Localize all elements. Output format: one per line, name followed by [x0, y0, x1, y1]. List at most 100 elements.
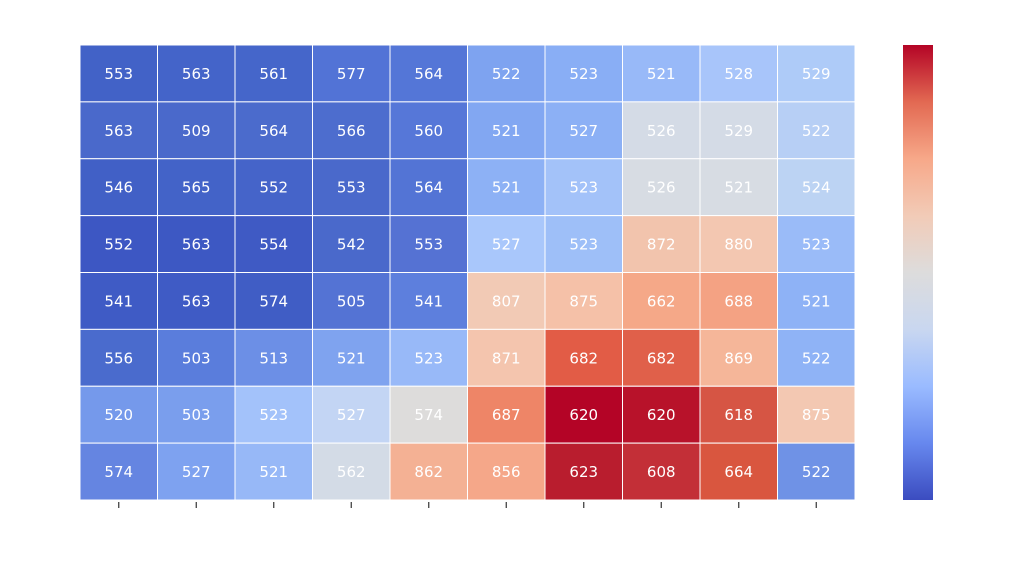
cell-label: 526: [647, 122, 676, 140]
cell-label: 682: [647, 349, 676, 367]
cell-label: 871: [492, 349, 521, 367]
heatmap-cell: [699, 385, 778, 444]
heatmap-cell: [622, 158, 701, 217]
cell-label: 577: [337, 65, 366, 83]
heatmap-cell: [312, 385, 391, 444]
heatmap-cell: [777, 215, 856, 273]
cell-label: 563: [104, 122, 133, 140]
cell-label: 527: [492, 236, 521, 254]
cell-label: 620: [647, 406, 676, 424]
cell-label: 563: [182, 236, 211, 254]
heatmap-cell: [312, 442, 391, 501]
cell-label: 875: [802, 406, 831, 424]
heatmap-cell: [389, 158, 468, 217]
cell-label: 880: [724, 236, 753, 254]
heatmap-cell: [777, 272, 856, 330]
heatmap-cell: [544, 215, 623, 273]
heatmap-cell: [544, 385, 623, 444]
cell-label: 521: [802, 292, 831, 310]
cell-label: 553: [414, 236, 443, 254]
heatmap-cell: [699, 272, 778, 330]
cell-label: 862: [414, 463, 443, 481]
heatmap-cell: [544, 101, 623, 160]
heatmap-cell: [234, 272, 313, 330]
cell-label: 523: [802, 236, 831, 254]
cell-label: 527: [337, 406, 366, 424]
cell-label: 529: [724, 122, 753, 140]
cell-label: 553: [104, 65, 133, 83]
cell-label: 553: [337, 179, 366, 197]
heatmap-cell: [544, 158, 623, 217]
cell-label: 521: [492, 122, 521, 140]
cell-label: 561: [259, 65, 288, 83]
heatmap-cell: [157, 272, 236, 330]
heatmap-cell: [79, 44, 158, 103]
cell-label: 563: [182, 65, 211, 83]
cell-label: 542: [337, 236, 366, 254]
cell-label: 664: [724, 463, 753, 481]
heatmap-cell: [699, 101, 778, 160]
heatmap-cell: [312, 101, 391, 160]
heatmap-cell: [699, 215, 778, 273]
cell-label: 869: [724, 349, 753, 367]
cell-label: 505: [337, 292, 366, 310]
cell-label: 856: [492, 463, 521, 481]
heatmap-cell: [467, 442, 546, 501]
heatmap-cell: [389, 442, 468, 501]
cell-label: 523: [259, 406, 288, 424]
cell-label: 574: [414, 406, 443, 424]
cell-label: 687: [492, 406, 521, 424]
cell-label: 522: [802, 122, 831, 140]
heatmap-cell: [467, 385, 546, 444]
heatmap-cell: [312, 328, 391, 387]
cell-label: 565: [182, 179, 211, 197]
cell-label: 682: [569, 349, 598, 367]
heatmap-cell: [777, 385, 856, 444]
heatmap-cell: [622, 44, 701, 103]
heatmap-cell: [544, 272, 623, 330]
cell-label: 541: [414, 292, 443, 310]
cell-label: 556: [104, 349, 133, 367]
cell-label: 503: [182, 406, 211, 424]
cell-label: 552: [259, 179, 288, 197]
heatmap-cell: [467, 272, 546, 330]
heatmap-cell: [699, 158, 778, 217]
heatmap-cell: [389, 328, 468, 387]
heatmap-cell: [234, 442, 313, 501]
cell-label: 546: [104, 179, 133, 197]
cell-label: 527: [182, 463, 211, 481]
cell-label: 564: [414, 65, 443, 83]
cell-label: 521: [259, 463, 288, 481]
heatmap-cell: [157, 158, 236, 217]
cell-label: 503: [182, 349, 211, 367]
cell-label: 520: [104, 406, 133, 424]
heatmap-cell: [312, 44, 391, 103]
cell-label: 526: [647, 179, 676, 197]
cell-label: 563: [182, 292, 211, 310]
cell-label: 564: [414, 179, 443, 197]
cell-label: 623: [569, 463, 598, 481]
colorbar: [903, 45, 933, 500]
heatmap-cell: [79, 328, 158, 387]
cell-label: 560: [414, 122, 443, 140]
cell-label: 522: [802, 349, 831, 367]
heatmap-cell: [467, 215, 546, 273]
heatmap-cell: [79, 158, 158, 217]
cell-label: 620: [569, 406, 598, 424]
heatmap-cell: [544, 442, 623, 501]
cell-label: 528: [724, 65, 753, 83]
cell-label: 523: [569, 236, 598, 254]
heatmap-cell: [467, 101, 546, 160]
heatmap-cell: [622, 385, 701, 444]
cell-label: 523: [569, 65, 598, 83]
cell-label: 608: [647, 463, 676, 481]
heatmap-cell: [157, 44, 236, 103]
heatmap-cell: [777, 44, 856, 103]
heatmap-cell: [467, 44, 546, 103]
cell-label: 521: [492, 179, 521, 197]
cell-label: 574: [104, 463, 133, 481]
cell-label: 513: [259, 349, 288, 367]
cell-label: 662: [647, 292, 676, 310]
